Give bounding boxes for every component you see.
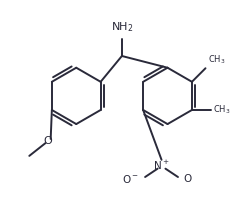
Text: CH$_3$: CH$_3$	[208, 53, 226, 66]
Text: N$^+$: N$^+$	[153, 159, 170, 172]
Text: NH$_2$: NH$_2$	[111, 20, 133, 34]
Text: O$^-$: O$^-$	[122, 173, 139, 185]
Text: CH$_3$: CH$_3$	[213, 104, 230, 116]
Text: O: O	[184, 174, 192, 184]
Text: O: O	[44, 136, 53, 146]
